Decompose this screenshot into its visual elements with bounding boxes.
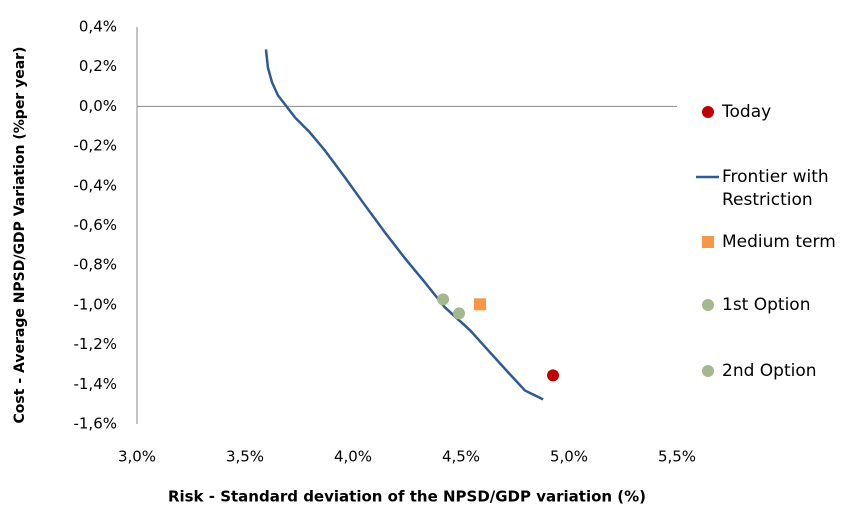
x-tick-label: 5,5% xyxy=(658,448,696,466)
y-tick-label: 0,0% xyxy=(79,97,117,115)
legend-swatch xyxy=(702,106,714,118)
x-tick-label: 5,0% xyxy=(550,448,588,466)
y-tick-label: -0,4% xyxy=(73,176,117,194)
y-tick-label: -1,2% xyxy=(73,335,117,353)
legend-swatch xyxy=(702,365,714,377)
x-tick-label: 4,0% xyxy=(334,448,372,466)
point xyxy=(453,307,466,320)
y-tick-label: -0,8% xyxy=(73,256,117,274)
point xyxy=(547,369,560,382)
y-tick-label: -1,6% xyxy=(73,415,117,433)
legend-label: 1st Option xyxy=(722,295,811,315)
point xyxy=(437,293,450,306)
y-tick-label: -0,6% xyxy=(73,216,117,234)
frontier-line xyxy=(264,49,544,401)
y-tick-label: -1,4% xyxy=(73,375,117,393)
y-tick-label: -0,2% xyxy=(73,137,117,155)
y-axis-title: Cost - Average NPSD/GDP Variation (%per … xyxy=(12,47,28,424)
y-tick-label: 0,4% xyxy=(79,18,117,36)
y-tick-label: 0,2% xyxy=(79,57,117,75)
legend-label: 2nd Option xyxy=(722,361,817,381)
legend-swatch xyxy=(702,299,714,311)
legend-swatch xyxy=(702,236,714,248)
y-tick-label: -1,0% xyxy=(73,295,117,313)
x-tick-label: 4,5% xyxy=(442,448,480,466)
x-axis-title: Risk - Standard deviation of the NPSD/GD… xyxy=(168,488,646,506)
legend-label: Frontier with Restriction xyxy=(722,167,829,210)
legend-label: Medium term xyxy=(722,232,836,252)
x-tick-label: 3,5% xyxy=(226,448,264,466)
legend-label: Today xyxy=(722,102,772,122)
point xyxy=(474,298,487,311)
x-tick-label: 3,0% xyxy=(118,448,156,466)
